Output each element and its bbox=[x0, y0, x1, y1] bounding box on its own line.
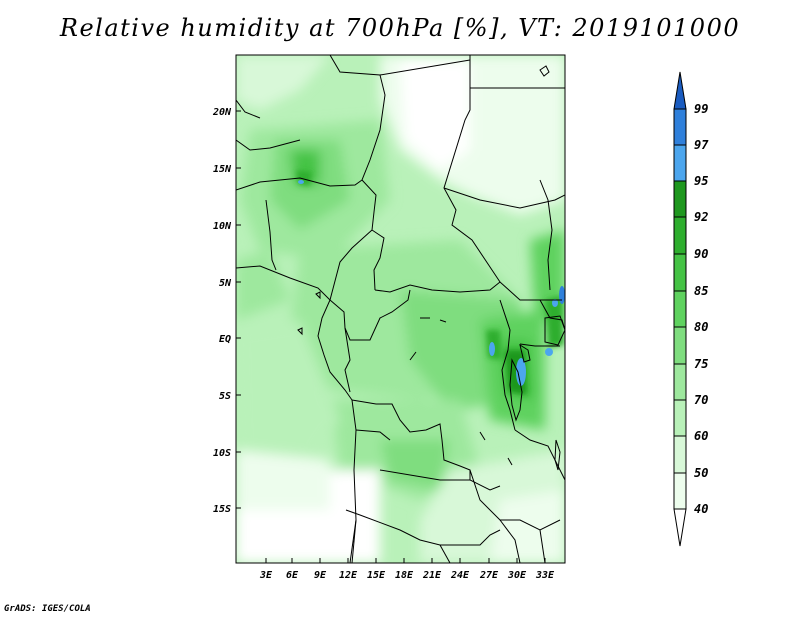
colorbar-level-label: 75 bbox=[694, 357, 708, 371]
lon-tick-label: 30E bbox=[507, 570, 527, 581]
lon-tick-label: 3E bbox=[259, 570, 273, 581]
lon-tick-label: 12E bbox=[339, 570, 358, 581]
lat-tick-label: 20N bbox=[212, 107, 232, 118]
colorbar-level-label: 90 bbox=[694, 247, 708, 261]
colorbar-level-label: 70 bbox=[694, 393, 708, 407]
lon-tick-label: 24E bbox=[450, 570, 470, 581]
lon-tick-label: 27E bbox=[479, 570, 499, 581]
colorbar-arrow-bottom bbox=[673, 508, 687, 547]
colorbar-box-92-95 bbox=[673, 180, 687, 218]
colorbar-arrow-top bbox=[673, 71, 687, 110]
colorbar bbox=[673, 71, 687, 547]
colorbar-level-label: 85 bbox=[694, 284, 708, 298]
colorbar-box-97-99 bbox=[673, 108, 687, 146]
saturation-spots bbox=[298, 180, 565, 386]
colorbar-level-label: 97 bbox=[694, 138, 709, 152]
borders bbox=[236, 55, 565, 563]
lat-tick-label: 5S bbox=[219, 391, 231, 402]
lon-tick-label: 9E bbox=[314, 570, 327, 581]
lat-tick-label: 10S bbox=[213, 448, 231, 459]
grads-credit: GrADS: IGES/COLA bbox=[4, 604, 91, 614]
lat-tick-label: 10N bbox=[213, 221, 232, 232]
colorbar-labels: 99 97 95 92 90 85 80 75 70 60 50 40 bbox=[694, 102, 709, 516]
colorbar-level-label: 80 bbox=[694, 320, 708, 334]
colorbar-level-label: 60 bbox=[694, 429, 708, 443]
colorbar-level-label: 99 bbox=[694, 102, 708, 116]
colorbar-box-95-97 bbox=[673, 144, 687, 182]
colorbar-box-75-80 bbox=[673, 326, 687, 365]
lon-tick-label: 21E bbox=[422, 570, 442, 581]
humidity-field bbox=[236, 55, 565, 563]
lat-tick-label: 5N bbox=[219, 278, 232, 289]
lon-tick-label: 18E bbox=[395, 570, 414, 581]
colorbar-box-85-90 bbox=[673, 253, 687, 292]
colorbar-box-60-70 bbox=[673, 399, 687, 437]
colorbar-box-70-75 bbox=[673, 363, 687, 401]
colorbar-level-label: 40 bbox=[694, 502, 708, 516]
lon-tick-label: 33E bbox=[535, 570, 555, 581]
colorbar-level-label: 92 bbox=[694, 210, 708, 224]
map-frame bbox=[235, 54, 566, 564]
colorbar-box-90-92 bbox=[673, 216, 687, 255]
lon-tick-label: 15E bbox=[367, 570, 386, 581]
lat-tick-label: 15S bbox=[213, 504, 231, 515]
chart-title: Relative humidity at 700hPa [%], VT: 201… bbox=[59, 14, 741, 42]
longitude-axis: 3E 6E 9E 12E 15E 18E 21E 24E 27E 30E 33E bbox=[259, 558, 555, 581]
colorbar-box-80-85 bbox=[673, 290, 687, 328]
lat-tick-label: 15N bbox=[213, 164, 232, 175]
colorbar-level-label: 95 bbox=[694, 174, 708, 188]
colorbar-box-40-50 bbox=[673, 472, 687, 510]
field-shading bbox=[236, 55, 565, 563]
lon-tick-label: 6E bbox=[286, 570, 299, 581]
lat-tick-label: EQ bbox=[219, 334, 231, 345]
latitude-axis: 20N 15N 10N 5N EQ 5S 10S 15S bbox=[212, 107, 241, 515]
colorbar-box-50-60 bbox=[673, 435, 687, 474]
colorbar-level-label: 50 bbox=[694, 466, 708, 480]
